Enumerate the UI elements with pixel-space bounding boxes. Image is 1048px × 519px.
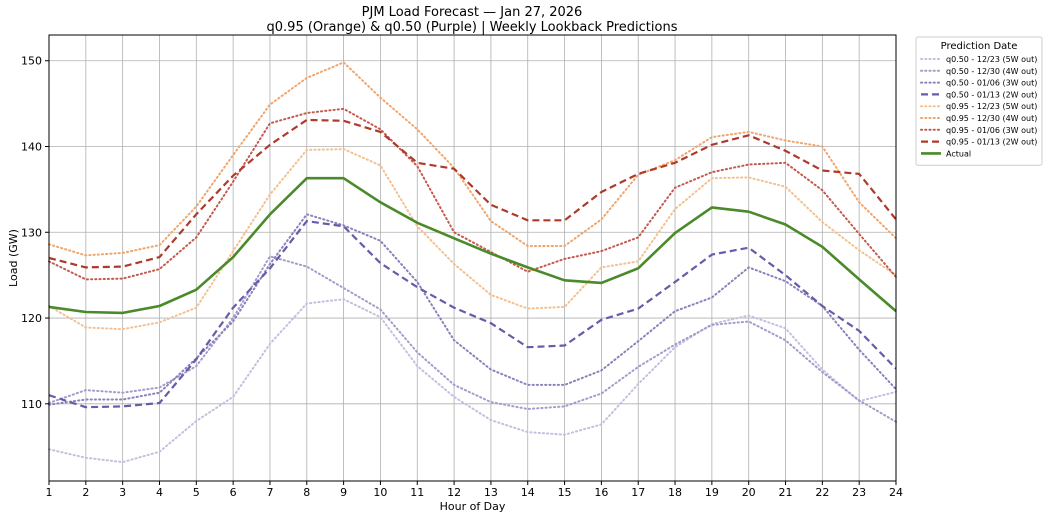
x-tick-label: 5: [193, 486, 200, 499]
legend-item: q0.95 - 01/13 (2W out): [921, 138, 1037, 147]
x-tick-label: 11: [410, 486, 424, 499]
x-tick-label: 22: [815, 486, 829, 499]
y-tick-label: 130: [21, 226, 42, 239]
legend-label: q0.50 - 12/23 (5W out): [946, 55, 1037, 64]
series-line-q0-50-01-13-2w-out: [48, 220, 897, 409]
legend-item: q0.50 - 12/30 (4W out): [920, 67, 1037, 76]
x-tick-label: 1: [46, 486, 53, 499]
legend-label: q0.95 - 12/30 (4W out): [946, 114, 1037, 123]
legend-label: Actual: [946, 149, 971, 158]
series-line-q0-50-01-06-3w-out: [48, 213, 897, 406]
series-line-q0-95-01-13-2w-out: [48, 118, 897, 269]
legend-box: [915, 36, 1043, 166]
y-axis-label: Load (GW): [7, 229, 20, 287]
x-tick-label: 2: [82, 486, 89, 499]
plot-frame: [48, 34, 897, 482]
x-tick-label: 20: [742, 486, 756, 499]
x-tick-label: 18: [668, 486, 682, 499]
y-axis: 110 120 130 140 150: [21, 55, 49, 411]
x-axis-label: Hour of Day: [440, 500, 506, 513]
legend-item: q0.50 - 01/06 (3W out): [920, 79, 1037, 88]
x-tick-label: 9: [340, 486, 347, 499]
y-tick-label: 120: [21, 312, 42, 325]
x-tick-label: 16: [594, 486, 608, 499]
grid: [48, 35, 897, 481]
x-tick-label: 3: [119, 486, 126, 499]
x-axis: 1 2 3 4 5 6 7 8 9 10 11 12 13 14 15 16 17 18 19 20 21 22 23 24: [46, 481, 903, 499]
legend-item: q0.95 - 01/06 (3W out): [920, 126, 1037, 135]
x-tick-label: 12: [447, 486, 461, 499]
x-tick-label: 17: [631, 486, 645, 499]
chart-subtitle: q0.95 (Orange) & q0.50 (Purple) | Weekly…: [267, 20, 678, 35]
x-tick-label: 14: [521, 486, 535, 499]
chart-title: PJM Load Forecast — Jan 27, 2026: [362, 5, 583, 20]
legend-label: q0.95 - 12/23 (5W out): [946, 102, 1037, 111]
legend-label: q0.50 - 01/13 (2W out): [946, 90, 1037, 99]
y-tick-label: 150: [21, 55, 42, 68]
series-layer: [48, 61, 897, 464]
x-tick-label: 6: [230, 486, 237, 499]
x-tick-label: 19: [705, 486, 719, 499]
x-tick-label: 15: [558, 486, 572, 499]
legend-item: q0.50 - 01/13 (2W out): [921, 90, 1037, 99]
series-line-q0-95-12-23-5w-out: [48, 148, 897, 331]
series-line-q0-95-12-30-4w-out: [48, 61, 897, 257]
series-line-q0-95-01-06-3w-out: [48, 107, 897, 281]
legend: Prediction Date q0.50 - 12/23 (5W out) q0…: [915, 36, 1043, 166]
legend-item: q0.50 - 12/23 (5W out): [920, 55, 1037, 64]
legend-item: q0.95 - 12/23 (5W out): [920, 102, 1037, 111]
x-tick-label: 4: [156, 486, 163, 499]
legend-item: q0.95 - 12/30 (4W out): [920, 114, 1037, 123]
y-tick-label: 140: [21, 141, 42, 154]
x-tick-label: 21: [779, 486, 793, 499]
legend-label: q0.50 - 01/06 (3W out): [946, 79, 1037, 88]
x-tick-label: 8: [303, 486, 310, 499]
x-tick-label: 13: [484, 486, 498, 499]
legend-label: q0.50 - 12/30 (4W out): [946, 67, 1037, 76]
legend-label: q0.95 - 01/13 (2W out): [946, 138, 1037, 147]
series-line-actual: [48, 176, 897, 315]
x-tick-label: 24: [889, 486, 903, 499]
series-line-q0-50-12-30-4w-out: [48, 255, 897, 423]
x-tick-label: 7: [266, 486, 273, 499]
x-tick-label: 10: [373, 486, 387, 499]
legend-item: Actual: [921, 149, 971, 158]
y-tick-label: 110: [21, 398, 42, 411]
x-tick-label: 23: [852, 486, 866, 499]
legend-label: q0.95 - 01/06 (3W out): [946, 126, 1037, 135]
legend-title: Prediction Date: [941, 41, 1018, 52]
series-line-q0-50-12-23-5w-out: [48, 298, 897, 464]
